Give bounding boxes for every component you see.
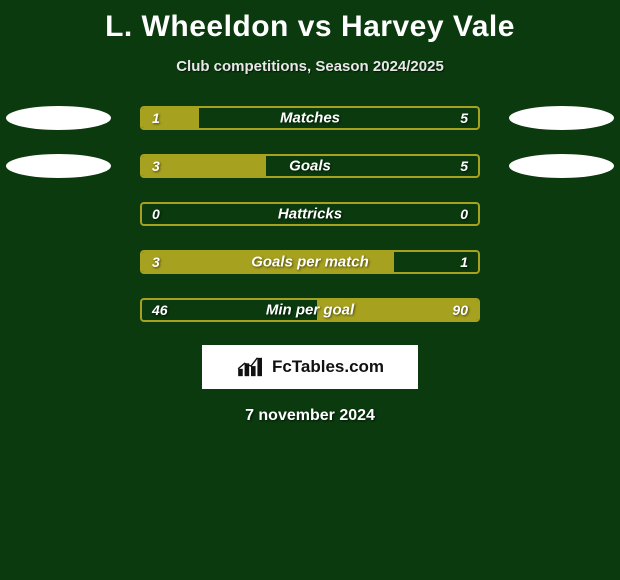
brand-badge: FcTables.com [202,345,418,389]
stat-right-value: 5 [460,158,468,174]
brand-text: FcTables.com [272,357,384,377]
stat-right-value: 5 [460,110,468,126]
stat-row: 3 1 Goals per match [0,249,620,275]
vs-label: vs [298,10,332,43]
stat-right-value: 1 [460,254,468,270]
brand-text-bold: FcTables.com [272,357,384,376]
stat-left-value: 46 [152,302,168,318]
stat-bar-track: 3 5 Goals [140,154,480,178]
stat-left-value: 3 [152,254,160,270]
date-label: 7 november 2024 [0,407,620,425]
player1-ellipse [6,106,111,130]
stat-row: 3 5 Goals [0,153,620,179]
comparison-title: L. Wheeldon vs Harvey Vale [0,0,620,44]
stat-label: Goals [289,158,331,175]
stat-left-value: 1 [152,110,160,126]
stat-row: 1 5 Matches [0,105,620,131]
stat-right-value: 90 [452,302,468,318]
stat-row: 0 0 Hattricks [0,201,620,227]
stat-label: Hattricks [278,206,342,223]
stat-bar-track: 3 1 Goals per match [140,250,480,274]
stat-label: Goals per match [251,254,369,271]
stat-row: 46 90 Min per goal [0,297,620,323]
stat-bar-left-fill [142,156,266,176]
player1-ellipse [6,154,111,178]
player2-name: Harvey Vale [341,10,515,43]
stat-bar-track: 1 5 Matches [140,106,480,130]
stat-bar-track: 0 0 Hattricks [140,202,480,226]
stat-label: Matches [280,110,340,127]
stat-left-value: 0 [152,206,160,222]
stat-right-value: 0 [460,206,468,222]
player1-name: L. Wheeldon [105,10,289,43]
subtitle: Club competitions, Season 2024/2025 [0,58,620,75]
stats-rows: 1 5 Matches 3 5 Goals 0 0 Hattricks 3 1 Goals per m… [0,105,620,323]
stat-label: Min per goal [266,302,354,319]
stat-bar-track: 46 90 Min per goal [140,298,480,322]
stat-left-value: 3 [152,158,160,174]
player2-ellipse [509,106,614,130]
stat-bar-left-fill [142,108,199,128]
player2-ellipse [509,154,614,178]
bars-icon [236,356,266,378]
